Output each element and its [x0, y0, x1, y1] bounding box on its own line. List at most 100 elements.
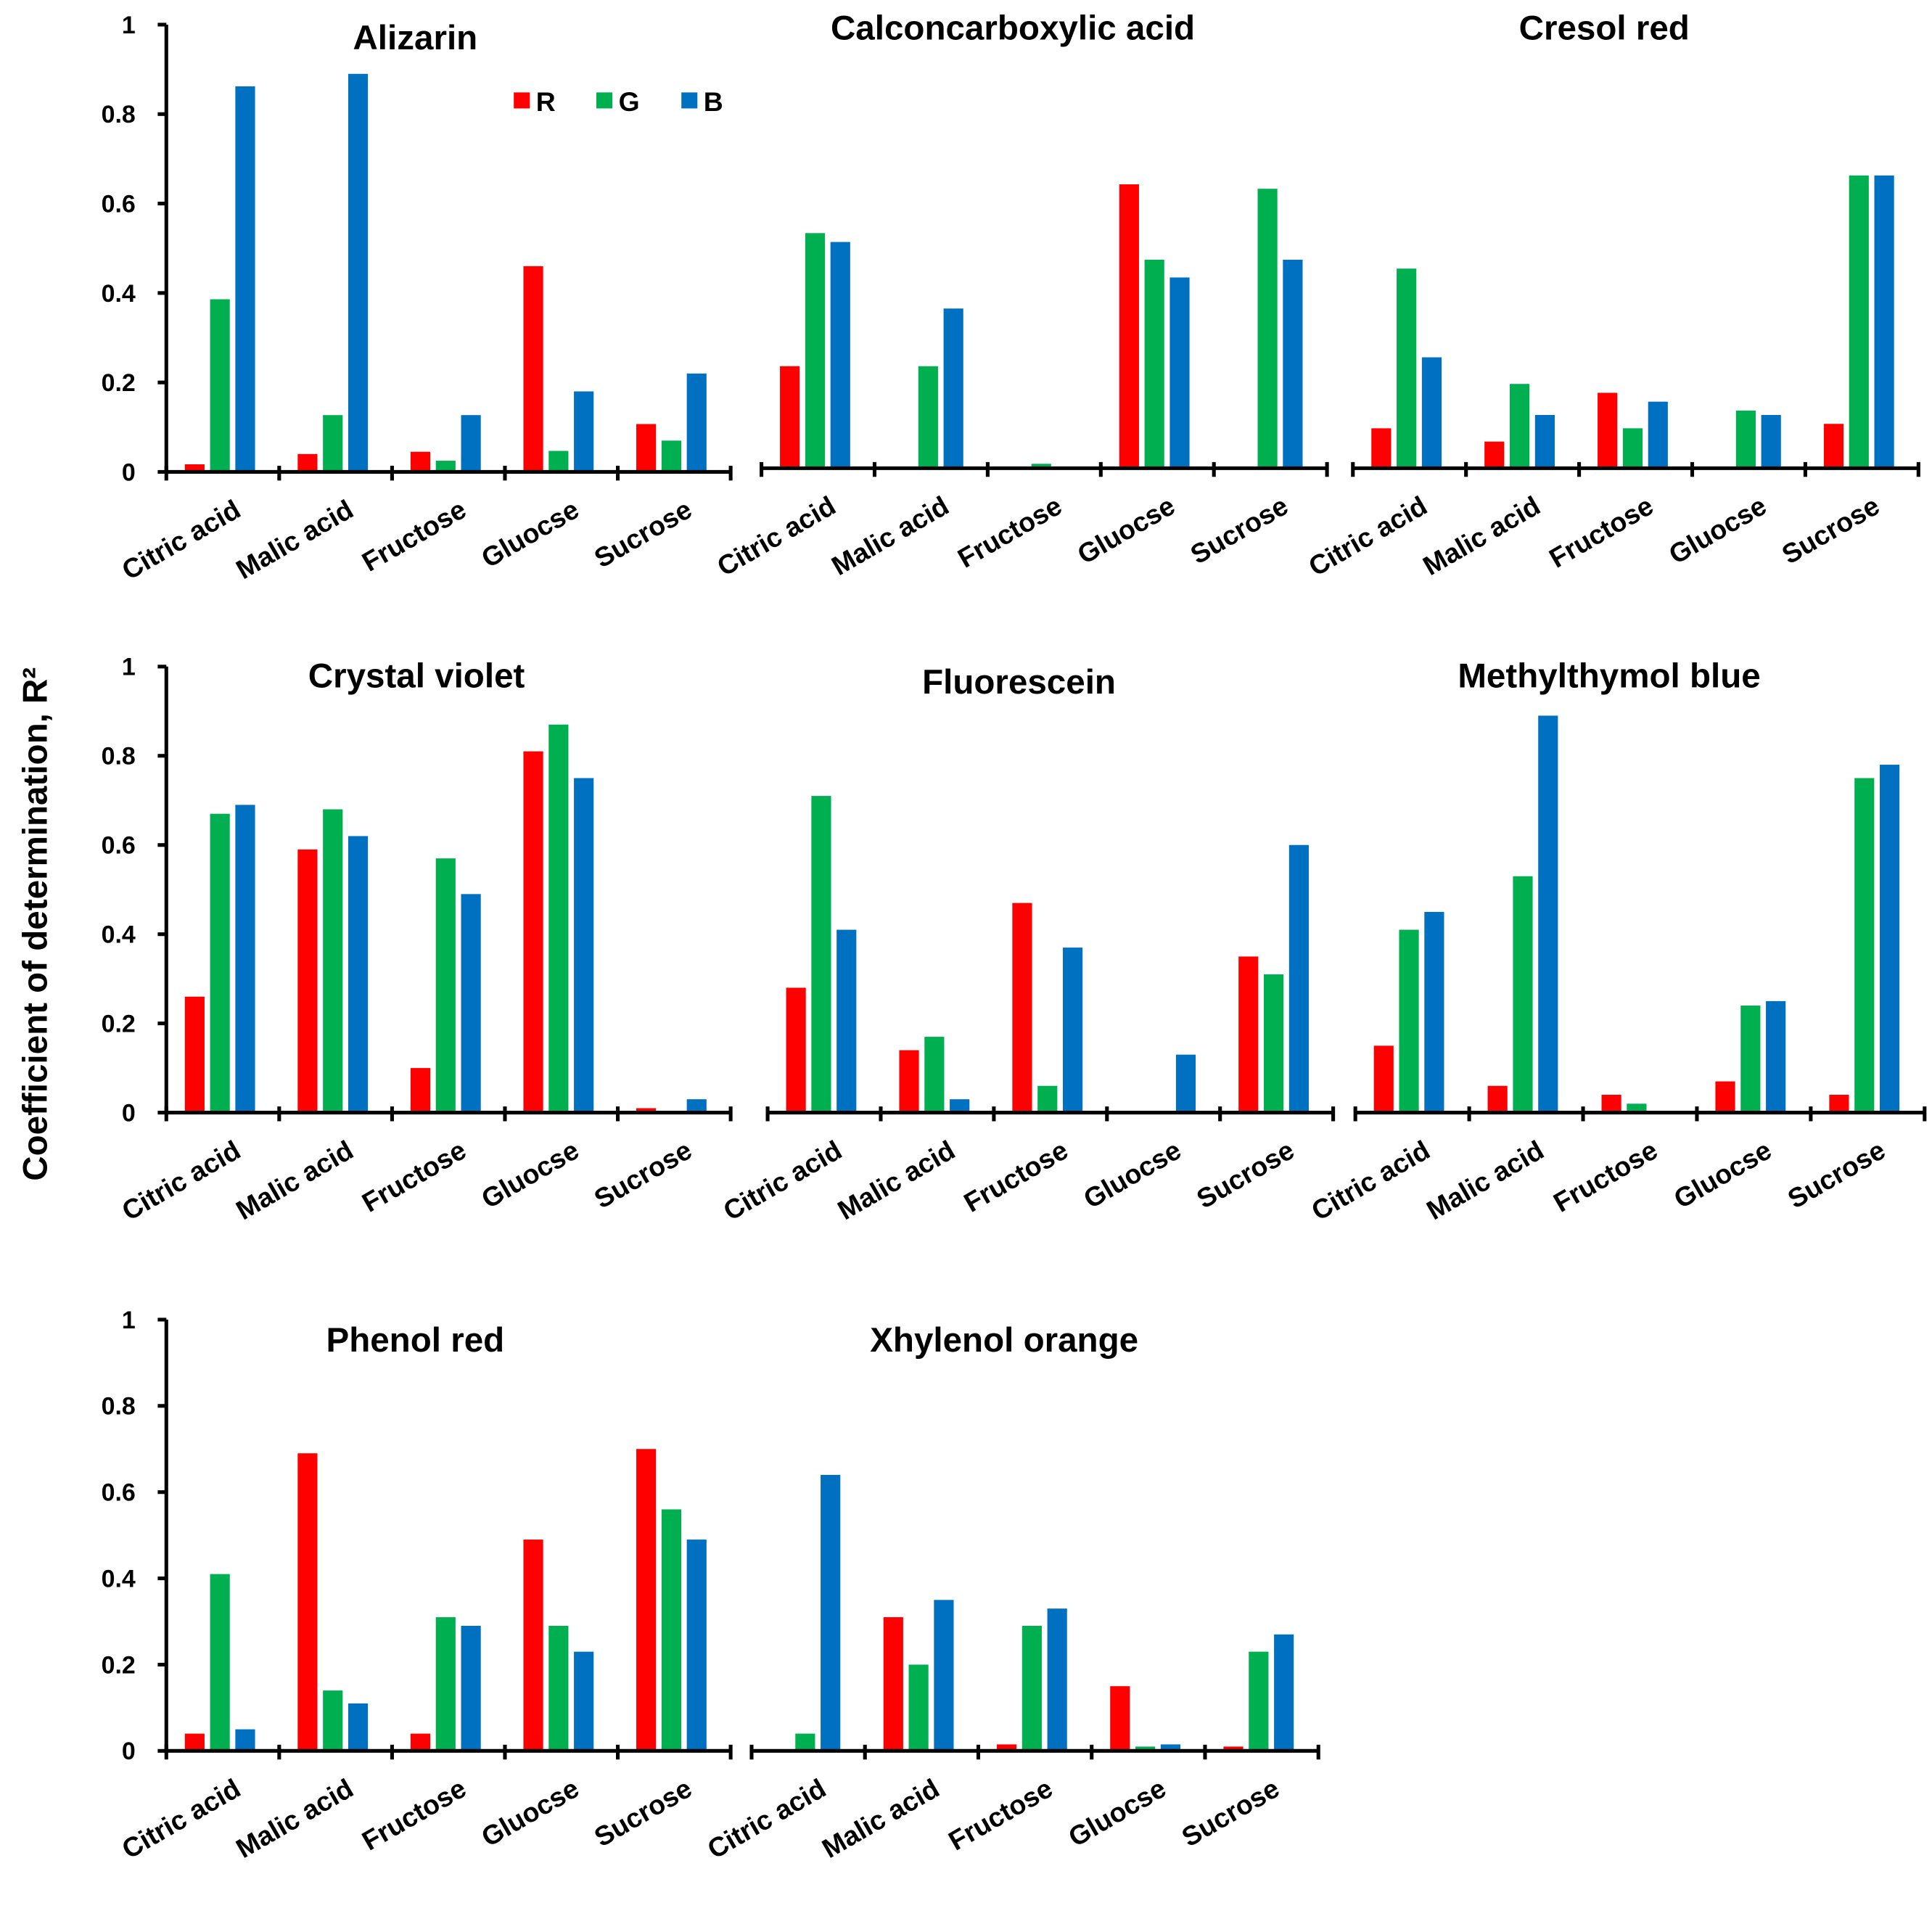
bar-r: [297, 1453, 318, 1751]
x-tick-label: Fructose: [357, 493, 472, 577]
bar-g: [1849, 175, 1869, 469]
bar-r: [1371, 428, 1392, 469]
bar-b: [1538, 715, 1558, 1113]
bar-b: [950, 1099, 970, 1113]
legend-label-b: B: [704, 86, 723, 117]
x-tick-label: Fructose: [1544, 490, 1658, 573]
bar-g: [1022, 1625, 1042, 1751]
x-tick-label: Gluocse: [1669, 1135, 1777, 1214]
bar-r: [1829, 1095, 1849, 1113]
x-tick-label: Gluocse: [476, 1772, 584, 1852]
panel-title: Cresol red: [1519, 9, 1690, 47]
bar-b: [1424, 911, 1444, 1113]
x-tick-label: Citric acid: [1303, 490, 1431, 582]
bar-b: [836, 929, 857, 1113]
bar-g: [1263, 974, 1284, 1113]
x-tick-label: Sucrose: [1185, 490, 1294, 570]
bar-g: [1627, 1103, 1647, 1113]
panel-title: Calconcarboxylic acid: [831, 9, 1195, 47]
y-tick-label: 0.4: [102, 921, 136, 949]
y-tick-label: 0: [122, 1738, 136, 1765]
bar-g: [548, 451, 569, 472]
bar-b: [1421, 357, 1442, 469]
x-tick-label: Sucrose: [1177, 1772, 1285, 1852]
bar-r: [996, 1744, 1017, 1751]
y-tick-label: 0: [122, 459, 136, 486]
bar-g: [1135, 1746, 1156, 1751]
bar-b: [1062, 947, 1083, 1113]
bar-g: [805, 233, 826, 469]
bar-r: [899, 1050, 919, 1113]
bar-b: [461, 1625, 481, 1751]
bar-g: [1249, 1651, 1269, 1751]
bar-r: [1598, 392, 1618, 469]
panel-title: Phenol red: [326, 1321, 504, 1360]
x-tick-label: Citric acid: [117, 1135, 245, 1227]
bar-g: [1509, 384, 1530, 469]
bar-b: [1874, 175, 1894, 469]
bar-r: [636, 1449, 657, 1751]
x-tick-label: Citric acid: [1306, 1135, 1434, 1227]
y-tick-label: 0.6: [102, 1479, 136, 1507]
legend-swatch-g: [596, 92, 613, 109]
bar-g: [1257, 189, 1278, 469]
x-tick-label: Sucrose: [1777, 490, 1885, 570]
bar-b: [461, 415, 481, 472]
x-tick-label: Fructose: [1548, 1135, 1663, 1218]
bar-b: [1175, 1054, 1196, 1113]
y-tick-label: 0: [122, 1099, 136, 1127]
bar-r: [410, 1733, 431, 1751]
bar-g: [323, 809, 343, 1113]
x-tick-label: Malic acid: [1421, 1135, 1549, 1226]
bar-r: [523, 751, 543, 1113]
x-tick-label: Malic acid: [231, 493, 358, 585]
x-tick-label: Gluocse: [1078, 1135, 1186, 1214]
panel-title: Alizarin: [353, 19, 477, 57]
bar-r: [297, 849, 318, 1113]
bar-r: [523, 266, 543, 472]
bar-g: [661, 1509, 682, 1751]
x-tick-label: Gluocse: [1072, 490, 1180, 570]
x-tick-label: Malic acid: [231, 1772, 358, 1864]
bar-g: [1735, 410, 1756, 469]
bar-b: [943, 308, 963, 469]
x-tick-label: Malic acid: [832, 1135, 960, 1226]
x-tick-label: Sucrose: [1191, 1135, 1299, 1214]
bar-b: [461, 894, 481, 1113]
bar-g: [795, 1733, 815, 1751]
bar-g: [435, 858, 456, 1113]
x-tick-label: Fructose: [357, 1135, 472, 1218]
bar-b: [1534, 415, 1555, 469]
bar-b: [686, 1099, 707, 1113]
bar-r: [1238, 956, 1259, 1113]
bar-g: [210, 299, 230, 472]
bar-b: [348, 1703, 369, 1751]
bar-r: [1487, 1085, 1508, 1113]
bar-b: [235, 805, 255, 1113]
x-tick-label: Gluocse: [476, 493, 584, 573]
bar-g: [1031, 464, 1051, 469]
bar-b: [1047, 1608, 1067, 1751]
x-tick-label: Citric acid: [117, 493, 245, 585]
bar-g: [1854, 778, 1875, 1113]
bar-b: [574, 1651, 594, 1751]
bar-g: [811, 796, 831, 1113]
x-tick-label: Fructose: [958, 1135, 1073, 1218]
bar-g: [210, 813, 230, 1113]
bar-b: [821, 1474, 841, 1751]
bar-g: [1513, 876, 1533, 1113]
bar-b: [1879, 765, 1900, 1113]
y-tick-label: 0.6: [102, 190, 136, 218]
bar-b: [348, 836, 369, 1113]
bar-g: [924, 1037, 945, 1113]
panel-title: Xhylenol orange: [870, 1321, 1138, 1360]
y-tick-label: 0.6: [102, 832, 136, 860]
bar-r: [1715, 1081, 1735, 1113]
y-tick-label: 1: [122, 1307, 136, 1334]
bar-r: [1012, 903, 1032, 1113]
bar-b: [1766, 1000, 1786, 1113]
bar-g: [1144, 260, 1164, 469]
bar-g: [661, 440, 682, 472]
bar-g: [323, 1690, 343, 1751]
x-tick-label: Citric acid: [117, 1772, 245, 1865]
